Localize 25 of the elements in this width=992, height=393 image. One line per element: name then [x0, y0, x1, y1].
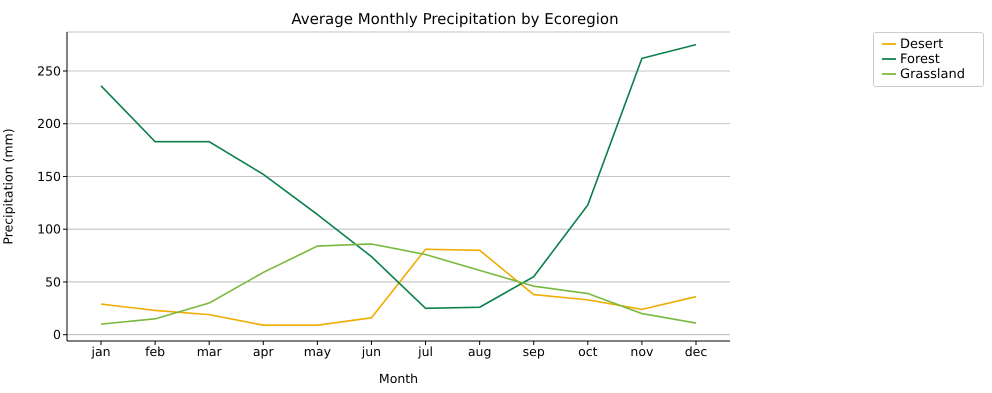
y-tick-label: 50 [45, 274, 62, 290]
legend-label: Grassland [900, 67, 965, 82]
legend-label: Forest [900, 52, 940, 67]
x-tick-label: mar [196, 344, 223, 359]
y-tick-label: 150 [37, 168, 62, 184]
x-tick-label: aug [468, 344, 492, 359]
y-axis-title: Precipitation (mm) [0, 128, 16, 245]
x-tick-label: sep [522, 344, 545, 359]
x-tick-label: dec [684, 344, 708, 359]
y-tick-label: 100 [37, 222, 62, 237]
legend-label: Desert [900, 37, 944, 52]
x-tick-label: feb [145, 344, 166, 359]
x-tick-label: jun [360, 344, 382, 359]
x-tick-label: jan [90, 344, 111, 359]
x-axis-title: Month [378, 371, 418, 386]
x-tick-label: oct [578, 344, 598, 359]
x-tick-label: apr [252, 344, 274, 359]
chart-title: Average Monthly Precipitation by Ecoregion [291, 10, 619, 28]
y-tick-label: 250 [37, 63, 62, 78]
x-tick-label: may [304, 344, 332, 359]
y-tick-label: 200 [37, 116, 62, 132]
x-tick-label: nov [630, 344, 654, 359]
line-series [100, 44, 697, 310]
x-tick-label: jul [417, 344, 433, 359]
y-tick-label: 0 [53, 327, 62, 342]
